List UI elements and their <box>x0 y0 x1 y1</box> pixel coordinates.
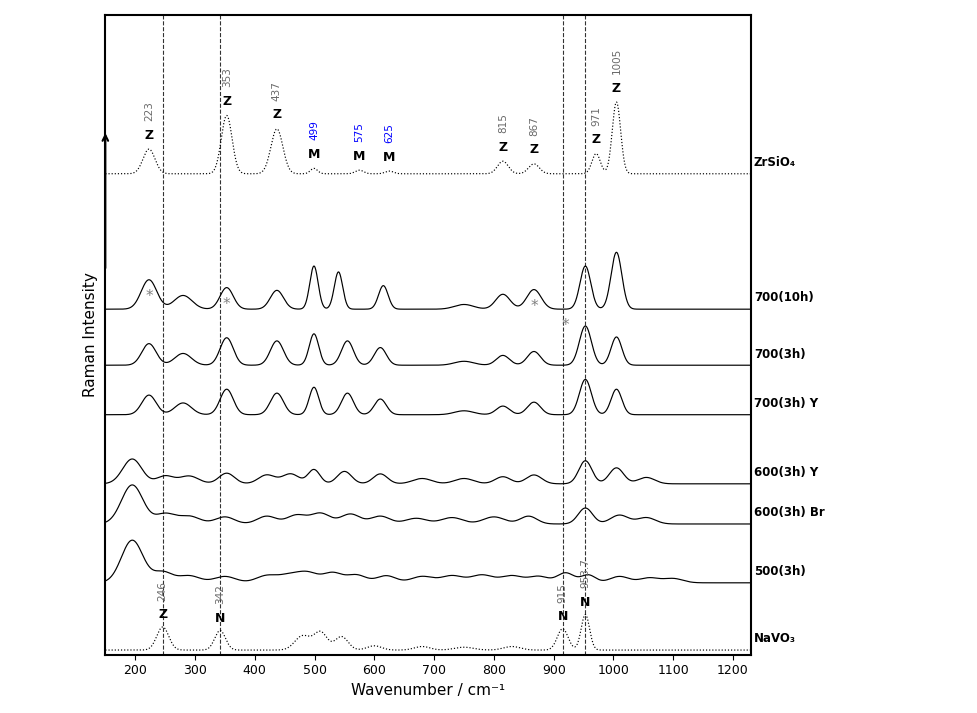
Text: NaVO₃: NaVO₃ <box>754 632 796 645</box>
Text: 915: 915 <box>558 583 568 602</box>
Text: 700(3h): 700(3h) <box>754 347 806 361</box>
Text: 700(10h): 700(10h) <box>754 292 814 304</box>
Text: M: M <box>383 150 396 163</box>
Text: 499: 499 <box>309 120 319 140</box>
Text: N: N <box>580 596 590 609</box>
Text: 700(3h) Y: 700(3h) Y <box>754 397 818 410</box>
Text: 625: 625 <box>384 123 395 143</box>
Text: 575: 575 <box>355 123 364 142</box>
Text: Z: Z <box>158 608 167 622</box>
Text: Z: Z <box>612 81 621 95</box>
Text: 953.7: 953.7 <box>580 558 590 588</box>
Text: Z: Z <box>145 128 153 142</box>
Text: *: * <box>562 319 570 334</box>
Text: 342: 342 <box>215 585 225 605</box>
Text: 971: 971 <box>591 106 601 125</box>
Text: ZrSiO₄: ZrSiO₄ <box>754 156 796 169</box>
Text: 600(3h) Y: 600(3h) Y <box>754 466 818 479</box>
Text: 223: 223 <box>144 101 154 121</box>
Text: Z: Z <box>273 108 281 121</box>
Text: Z: Z <box>498 140 507 154</box>
Text: *: * <box>146 289 152 304</box>
Text: M: M <box>354 150 365 163</box>
X-axis label: Wavenumber / cm⁻¹: Wavenumber / cm⁻¹ <box>351 683 505 698</box>
Text: N: N <box>558 610 568 623</box>
Text: 353: 353 <box>222 68 232 88</box>
Text: Z: Z <box>530 143 538 156</box>
Y-axis label: Raman Intensity: Raman Intensity <box>83 272 99 397</box>
Text: 815: 815 <box>498 113 508 133</box>
Text: 1005: 1005 <box>612 48 621 74</box>
Text: 500(3h): 500(3h) <box>754 565 806 578</box>
Text: *: * <box>531 299 537 314</box>
Text: 246: 246 <box>157 581 168 601</box>
Text: *: * <box>223 297 231 312</box>
Text: 437: 437 <box>272 81 282 101</box>
Text: M: M <box>308 148 320 161</box>
Text: 600(3h) Br: 600(3h) Br <box>754 506 825 519</box>
Text: 867: 867 <box>529 116 539 136</box>
Text: Z: Z <box>591 133 601 146</box>
Text: N: N <box>215 612 226 625</box>
Text: Z: Z <box>222 95 232 108</box>
